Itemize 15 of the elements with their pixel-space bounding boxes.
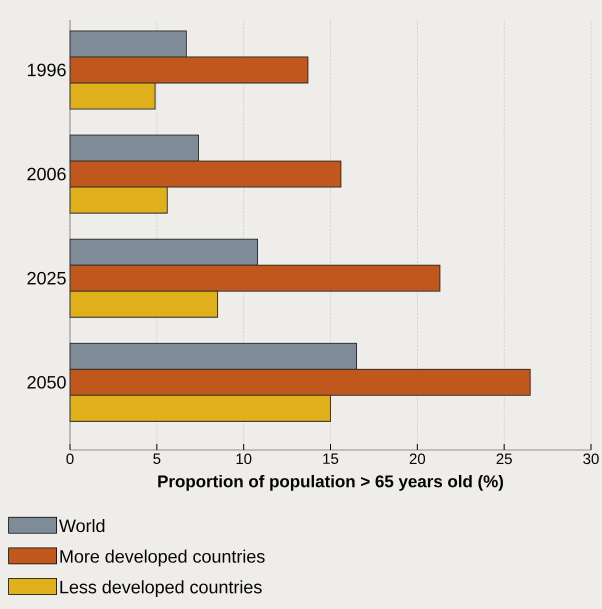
y-tick-label: 2006 (27, 168, 66, 180)
x-tick-label: 5 (153, 454, 160, 464)
x-tick-label: 30 (583, 454, 599, 464)
y-tick-label: 2025 (27, 272, 66, 285)
x-tick-label: 15 (323, 454, 338, 464)
legend-label: World (59, 518, 104, 532)
y-tick-label: 1996 (28, 64, 66, 76)
legend-label: More developed countries (60, 550, 265, 566)
x-axis-title: Proportion of population > 65 years old (%) (158, 474, 504, 491)
x-tick-label: 10 (236, 454, 252, 464)
x-tick-label: 25 (496, 454, 512, 464)
x-tick-label: 20 (410, 454, 426, 464)
legend-label: Less developed countries (60, 580, 262, 597)
y-tick-label: 2050 (27, 376, 66, 389)
x-tick-label: 0 (66, 454, 74, 464)
